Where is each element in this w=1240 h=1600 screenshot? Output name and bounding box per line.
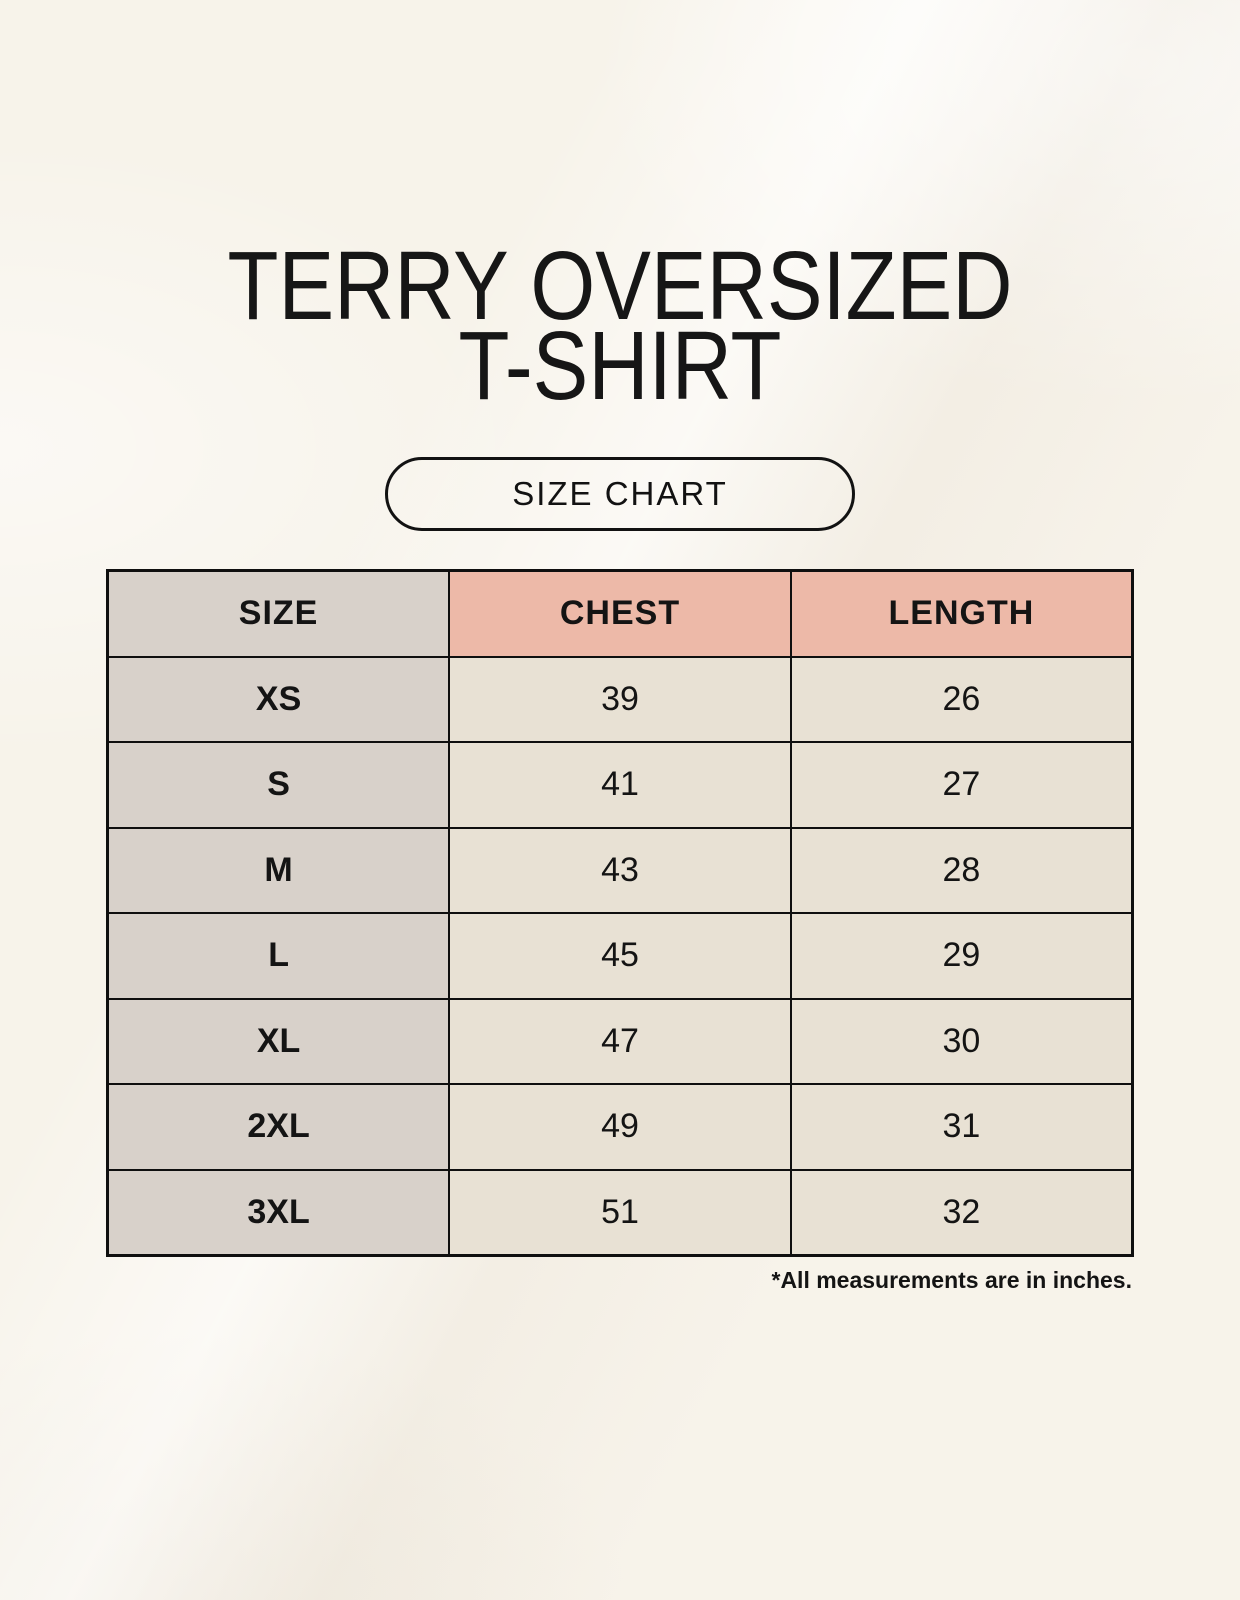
chest-cell: 49 [448, 1083, 792, 1171]
size-cell: S [106, 741, 451, 829]
size-cell: XS [106, 655, 451, 744]
size-cell: L [106, 912, 451, 1000]
size-table-container: SIZE CHEST LENGTH XS 39 26 S 41 27 M [106, 569, 1134, 1294]
product-title: TERRY OVERSIZED T-SHIRT [87, 0, 1153, 420]
chest-cell: 45 [448, 912, 792, 1000]
length-cell: 31 [789, 1083, 1134, 1171]
measurement-footnote: *All measurements are in inches. [771, 1266, 1133, 1293]
size-cell: M [106, 826, 451, 915]
length-cell: 27 [789, 741, 1134, 829]
header-row: SIZE CHEST LENGTH [106, 569, 1134, 658]
table-row: 2XL 49 31 [106, 1083, 1134, 1171]
chest-cell: 51 [448, 1168, 792, 1257]
header-cell-size: SIZE [106, 569, 451, 658]
size-chart-badge[interactable]: SIZE CHART [385, 457, 855, 532]
table-row: S 41 27 [106, 741, 1134, 829]
table-row: L 45 29 [106, 912, 1134, 1000]
size-cell: XL [106, 997, 451, 1086]
table-row: M 43 28 [106, 826, 1134, 915]
product-title-line2: T-SHIRT [458, 310, 782, 420]
length-cell: 32 [789, 1168, 1134, 1257]
chest-cell: 39 [448, 655, 792, 744]
product-title-line1: TERRY OVERSIZED [227, 231, 1013, 340]
header-cell-chest: CHEST [448, 569, 792, 658]
length-cell: 29 [789, 912, 1134, 1000]
chest-cell: 41 [448, 741, 792, 829]
size-cell: 2XL [106, 1083, 451, 1171]
size-cell: 3XL [106, 1168, 451, 1257]
length-cell: 28 [789, 826, 1134, 915]
table-body: XS 39 26 S 41 27 M 43 28 L 45 29 [106, 655, 1134, 1257]
length-cell: 26 [789, 655, 1134, 744]
table-row: 3XL 51 32 [106, 1168, 1134, 1257]
table-header: SIZE CHEST LENGTH [106, 569, 1134, 658]
table-row: XL 47 30 [106, 997, 1134, 1086]
table-row: XS 39 26 [106, 655, 1134, 744]
size-chart-badge-label: SIZE CHART [512, 475, 728, 513]
header-cell-length: LENGTH [789, 569, 1134, 658]
length-cell: 30 [789, 997, 1134, 1086]
chest-cell: 47 [448, 997, 792, 1086]
chest-cell: 43 [448, 826, 792, 915]
size-chart-table: SIZE CHEST LENGTH XS 39 26 S 41 27 M [106, 569, 1134, 1257]
